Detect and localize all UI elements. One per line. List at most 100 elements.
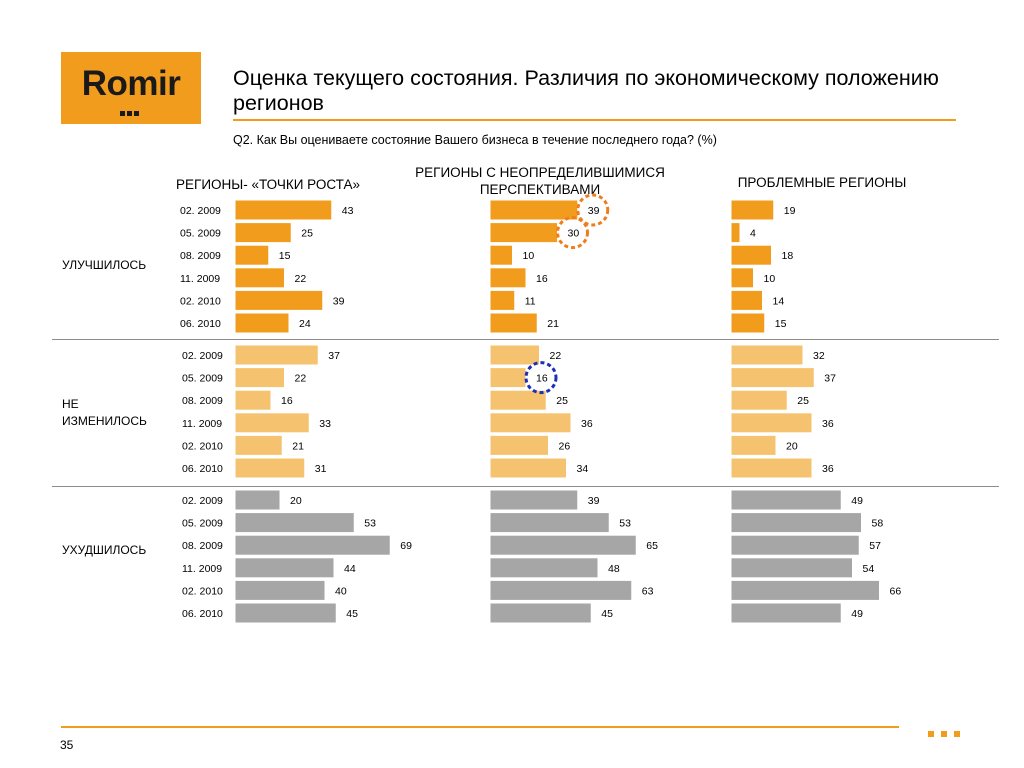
value-label: 65 [646,540,658,552]
value-label: 43 [342,205,354,217]
value-label: 25 [556,395,568,407]
value-label: 37 [328,350,340,362]
value-label: 25 [797,395,809,407]
highlight-circle [556,216,589,250]
period-label: 11. 2009 [182,418,222,430]
category-label-worsened: УХУДШИЛОСЬ [62,543,147,557]
period-label: 08. 2009 [182,395,223,407]
bar [730,367,815,389]
value-label: 45 [601,608,613,620]
bar [730,602,842,624]
category-label-unchanged: НЕ ИЗМЕНИЛОСЬ [62,397,147,428]
bar [489,579,633,601]
logo-text: Romir [81,64,181,103]
bar [234,267,285,289]
bar [730,344,804,366]
bar [489,367,527,389]
bar [489,389,547,411]
period-label: 02. 2009 [182,350,223,362]
value-label: 37 [824,373,836,385]
period-label: 11. 2009 [180,273,220,285]
value-label: 20 [786,440,798,452]
category-label-improved: УЛУЧШИЛОСЬ [62,258,147,272]
value-label: 30 [568,228,580,240]
bar [234,412,310,434]
bar [234,434,283,456]
value-label: 4 [750,228,756,240]
bar [234,489,281,511]
period-label: 06. 2010 [182,463,223,475]
title-underline [233,119,956,121]
bar [489,512,610,534]
page-title: Оценка текущего состояния. Различия по э… [233,66,939,115]
page-number: 35 [60,738,74,752]
bar [730,512,862,534]
logo-dots [120,103,141,121]
value-label: 16 [536,273,548,285]
period-label: 08. 2009 [180,250,221,262]
bar [234,367,285,389]
value-label: 26 [559,440,571,452]
bar [730,199,775,221]
bar [489,289,516,311]
value-label: 15 [775,318,787,330]
group-header-uncertain: РЕГИОНЫ С НЕОПРЕДЕЛИВШИМИСЯ ПЕРСПЕКТИВАМ… [415,165,665,197]
value-label: 53 [619,518,631,530]
bar [489,602,592,624]
period-label: 08. 2009 [182,540,223,552]
bar [489,222,558,244]
bar [234,534,391,556]
value-label: 10 [764,273,776,285]
bar [489,244,513,266]
value-label: 21 [547,318,559,330]
value-label: 24 [299,318,311,330]
bar [489,344,540,366]
group-header-problem: ПРОБЛЕМНЫЕ РЕГИОНЫ [737,175,907,190]
bar [730,434,777,456]
value-label: 49 [851,495,863,507]
bar [730,489,842,511]
value-label: 39 [588,205,600,217]
bar [234,457,306,479]
bar [489,557,599,579]
bar [730,579,880,601]
value-label: 36 [581,418,593,430]
bar [234,312,290,334]
value-label: 66 [890,585,902,597]
value-label: 36 [822,418,834,430]
highlight-circle [524,361,558,395]
footer-dots [928,724,967,742]
bar [730,244,772,266]
bar [234,244,270,266]
highlight-circle [576,193,610,227]
bar [234,289,324,311]
value-label: 36 [822,463,834,475]
bar [489,199,579,221]
bar [234,389,272,411]
value-label: 21 [292,440,304,452]
value-label: 15 [279,250,291,262]
bar [489,457,567,479]
bar [489,312,538,334]
value-label: 25 [301,228,313,240]
period-label: 02. 2009 [182,495,223,507]
value-label: 33 [319,418,331,430]
period-label: 11. 2009 [182,563,222,575]
period-label: 05. 2009 [182,518,223,530]
bar [234,579,326,601]
value-label: 19 [784,205,796,217]
value-label: 20 [290,495,302,507]
bar [489,267,527,289]
bar [234,222,292,244]
footer-line [61,726,899,728]
period-label: 02. 2010 [182,440,223,452]
value-label: 53 [364,518,376,530]
period-label: 02. 2010 [182,585,223,597]
value-label: 14 [773,295,785,307]
period-label: 06. 2010 [182,608,223,620]
value-label: 58 [872,518,884,530]
bar [234,512,355,534]
bar [489,489,579,511]
value-label: 40 [335,585,347,597]
